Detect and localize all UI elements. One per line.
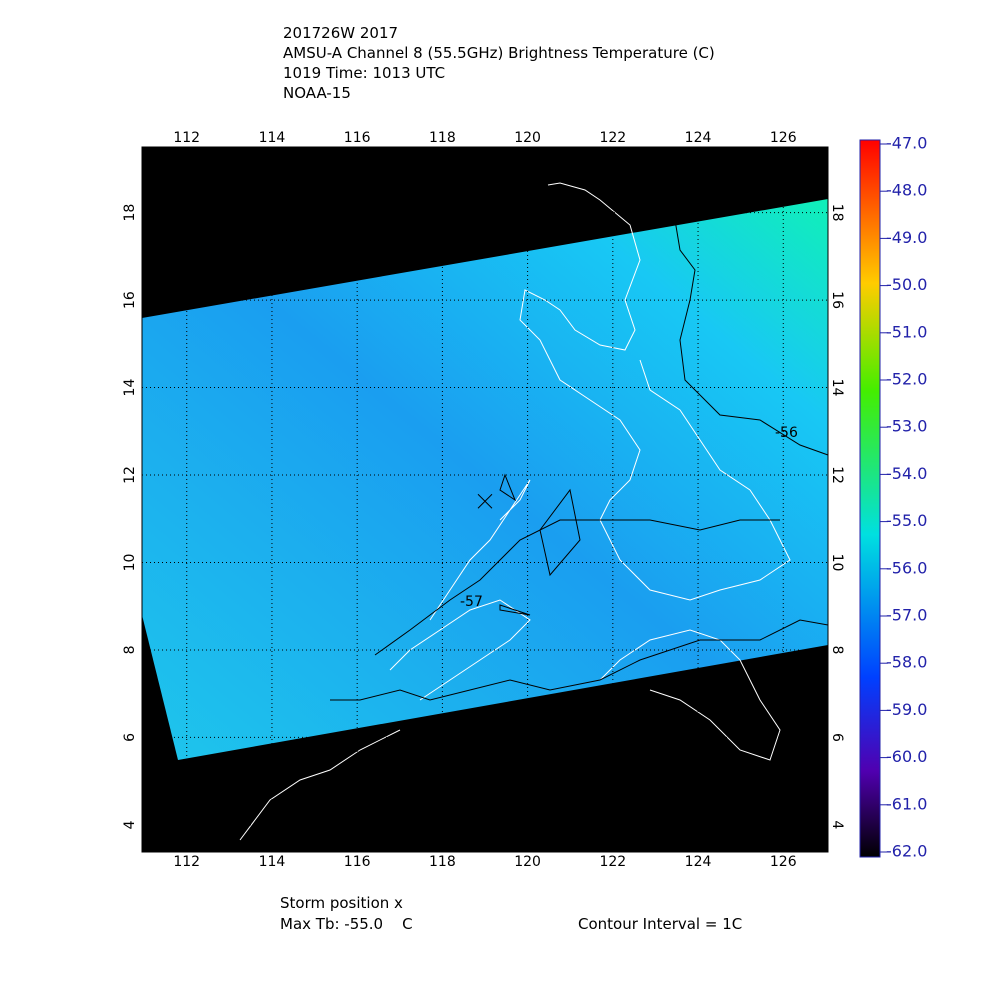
x-tick-label: 122	[599, 854, 626, 870]
footer-text: Max Tb: -55.0 C	[280, 915, 413, 933]
swath	[142, 199, 828, 760]
x-tick-label: 124	[685, 854, 712, 870]
colorbar-label: -52.0	[886, 370, 927, 389]
y-tick-label: 18	[122, 204, 138, 222]
contours	[330, 219, 829, 701]
y-tick-label: 4	[829, 820, 845, 829]
colorbar-label: -50.0	[886, 275, 927, 294]
colorbar-label: -49.0	[886, 228, 927, 247]
y-tick-label: 4	[122, 820, 138, 829]
header-line: 1019 Time: 1013 UTC	[283, 64, 445, 82]
contour-label: -56	[775, 425, 798, 441]
map-frame	[141, 146, 829, 853]
y-tick-label: 16	[122, 291, 138, 309]
x-tick-label: 120	[514, 130, 541, 146]
x-tick-label: 112	[173, 130, 200, 146]
y-tick-label: 14	[122, 379, 138, 397]
x-tick-label: 126	[770, 854, 797, 870]
header-line: AMSU-A Channel 8 (55.5GHz) Brightness Te…	[283, 44, 715, 62]
grid	[142, 147, 828, 852]
y-tick-label: 14	[829, 379, 845, 397]
y-tick-label: 6	[829, 733, 845, 742]
colorbar-label: -54.0	[886, 464, 927, 483]
x-tick-label: 118	[429, 854, 456, 870]
y-tick-label: 12	[122, 466, 138, 484]
footer-text: Contour Interval = 1C	[578, 915, 742, 933]
colorbar-label: -62.0	[886, 842, 927, 861]
x-tick-label: 122	[599, 130, 626, 146]
y-tick-label: 10	[122, 554, 138, 572]
colorbar-label: -61.0	[886, 794, 927, 813]
footer-text: Storm position x	[280, 894, 403, 912]
storm-position	[477, 493, 493, 509]
y-tick-label: 18	[829, 204, 845, 222]
colorbar-label: -56.0	[886, 558, 927, 577]
x-tick-label: 118	[429, 130, 456, 146]
colorbar-label: -55.0	[886, 511, 927, 530]
y-tick-label: 10	[829, 554, 845, 572]
y-tick-label: 16	[829, 291, 845, 309]
x-tick-label: 126	[770, 130, 797, 146]
x-tick-label: 114	[259, 130, 286, 146]
x-tick-label: 120	[514, 854, 541, 870]
colorbar	[859, 139, 881, 858]
colorbar-label: -48.0	[886, 181, 927, 200]
colorbar-label: -51.0	[886, 322, 927, 341]
colorbar-label: -58.0	[886, 653, 927, 672]
contour-label: -57	[460, 594, 483, 610]
x-tick-label: 112	[173, 854, 200, 870]
x-tick-label: 114	[259, 854, 286, 870]
header-line: NOAA-15	[283, 84, 351, 102]
x-tick-label: 116	[344, 130, 371, 146]
colorbar-label: -59.0	[886, 700, 927, 719]
y-tick-label: 8	[829, 645, 845, 654]
y-tick-label: 8	[122, 645, 138, 654]
colorbar-label: -53.0	[886, 417, 927, 436]
y-tick-label: 12	[829, 466, 845, 484]
colorbar-label: -57.0	[886, 606, 927, 625]
x-tick-label: 124	[685, 130, 712, 146]
colorbar-label: -47.0	[886, 134, 927, 153]
x-tick-label: 116	[344, 854, 371, 870]
header-line: 201726W 2017	[283, 24, 398, 42]
colorbar-label: -60.0	[886, 747, 927, 766]
y-tick-label: 6	[122, 733, 138, 742]
